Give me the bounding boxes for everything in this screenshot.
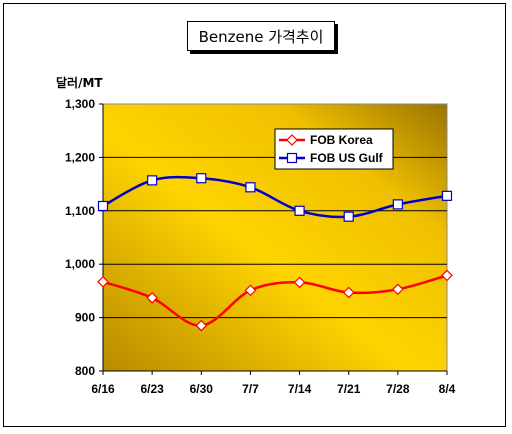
x-tick-label: 7/7 <box>242 382 259 396</box>
data-point-diamond <box>244 284 257 297</box>
y-tick-label: 900 <box>75 311 95 325</box>
legend-label-fob-korea: FOB Korea <box>310 133 373 147</box>
y-tick-label: 1,200 <box>65 150 95 164</box>
series-fob-korea <box>97 269 453 332</box>
data-point-diamond <box>97 275 109 288</box>
x-tick-label: 7/21 <box>337 382 361 396</box>
x-tick-label: 7/28 <box>386 382 410 396</box>
data-point-square <box>286 152 298 164</box>
series-line-fob-korea <box>102 274 448 327</box>
series-fob-us-gulf <box>97 173 453 222</box>
y-tick-label: 800 <box>75 364 95 378</box>
legend-label-fob-us-gulf: FOB US Gulf <box>310 151 384 165</box>
data-point-square <box>392 199 403 210</box>
x-tick-label: 6/16 <box>91 382 115 396</box>
data-point-square <box>97 200 109 212</box>
data-point-diamond <box>392 283 404 296</box>
y-tick-label: 1,000 <box>65 257 95 271</box>
x-tick-label: 6/30 <box>190 382 214 396</box>
x-tick-label: 6/23 <box>140 382 164 396</box>
x-tick-label: 7/14 <box>288 382 312 396</box>
data-point-square <box>294 205 305 216</box>
data-point-square <box>196 173 207 184</box>
data-point-diamond <box>441 269 453 282</box>
data-point-diamond <box>293 276 306 289</box>
data-point-square <box>147 175 158 186</box>
y-axis-unit-label: 달러/MT <box>56 76 103 90</box>
chart-title: Benzene 가격추이 <box>187 21 335 51</box>
y-tick-label: 1,100 <box>65 204 95 218</box>
data-point-square <box>343 211 354 222</box>
data-point-square <box>245 182 256 193</box>
data-point-diamond <box>195 319 208 332</box>
data-point-square <box>441 190 453 201</box>
y-tick-label: 1,300 <box>65 97 95 111</box>
data-point-diamond <box>146 291 158 304</box>
data-point-diamond <box>286 134 298 146</box>
x-tick-label: 8/4 <box>439 382 456 396</box>
data-point-diamond <box>342 286 355 299</box>
